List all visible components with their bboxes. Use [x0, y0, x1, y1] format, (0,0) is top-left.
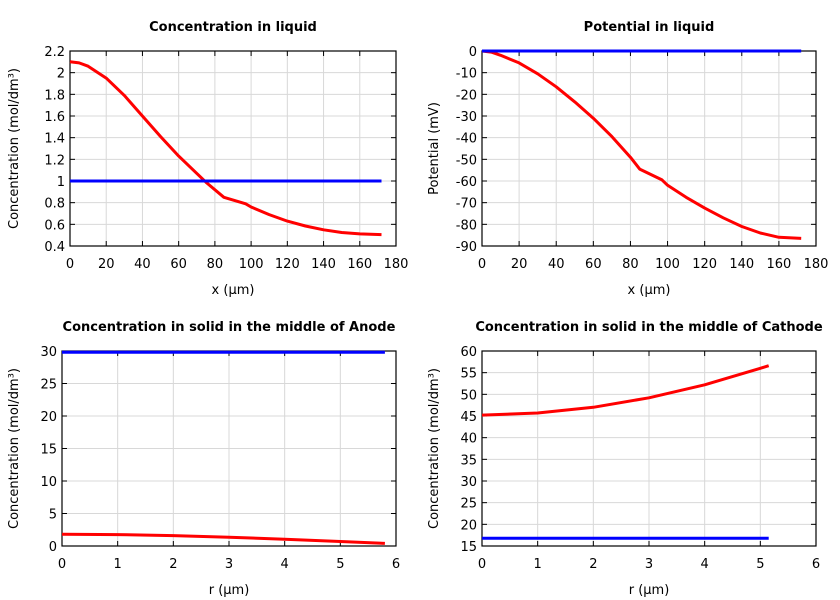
y-tick-label: 20 — [460, 518, 477, 533]
series-line-1 — [61, 532, 385, 545]
x-tick-label: 100 — [655, 257, 680, 272]
y-tick-label: 1.2 — [44, 153, 65, 168]
y-tick-label: 40 — [460, 432, 477, 447]
y-tick-label: -20 — [456, 88, 477, 103]
subplot-2: 0 20 40 60 80 100 120 140 160 180 -90 -80 -70 -60 -50 -… — [427, 20, 828, 298]
plot-frame — [481, 350, 817, 547]
x-tick-label: 3 — [645, 557, 653, 572]
plot-frame — [481, 50, 817, 247]
y-tick-label: 15 — [460, 540, 477, 555]
y-tick-label: 30 — [40, 345, 57, 360]
y-tick-label: -80 — [456, 218, 477, 233]
y-tick-label: 0.8 — [44, 197, 65, 212]
series-line-1 — [69, 60, 382, 237]
x-axis-label: r (µm) — [629, 583, 670, 598]
x-tick-label: 180 — [384, 257, 409, 272]
x-tick-label: 6 — [812, 557, 820, 572]
chart-title: Potential in liquid — [584, 20, 715, 35]
x-tick-label: 0 — [66, 257, 74, 272]
x-tick-label: 0 — [58, 557, 66, 572]
y-tick-label: 1 — [57, 175, 65, 190]
subplot-3: 0 1 2 3 4 5 6 0 5 10 15 20 25 30 Concentration in soli… — [7, 320, 400, 598]
y-tick-label: -90 — [456, 240, 477, 255]
subplot-4: 0 1 2 3 4 5 615202530354045505560Concentration… — [427, 320, 823, 598]
x-tick-label: 40 — [548, 257, 565, 272]
x-tick-label: 180 — [804, 257, 829, 272]
x-tick-label: 80 — [622, 257, 639, 272]
x-tick-label: 5 — [756, 557, 764, 572]
y-tick-label: 1.6 — [44, 110, 65, 125]
y-tick-label: 2.2 — [44, 45, 65, 60]
x-tick-label: 160 — [766, 257, 791, 272]
y-tick-label: 20 — [40, 410, 57, 425]
x-axis-label: r (µm) — [209, 583, 250, 598]
x-tick-label: 20 — [98, 257, 115, 272]
x-tick-label: 140 — [729, 257, 754, 272]
x-tick-label: 120 — [275, 257, 300, 272]
y-axis-label: Concentration (mol/dm³) — [427, 368, 442, 529]
x-tick-label: 40 — [134, 257, 151, 272]
x-tick-label: 140 — [311, 257, 336, 272]
y-tick-label: 0 — [49, 540, 57, 555]
x-axis-label: x (µm) — [628, 283, 671, 298]
x-tick-label: 1 — [114, 557, 122, 572]
y-tick-label: 0.6 — [44, 218, 65, 233]
y-tick-label: -50 — [456, 153, 477, 168]
y-tick-label: 25 — [460, 497, 477, 512]
y-tick-label: 1.4 — [44, 132, 65, 147]
y-tick-label: 45 — [460, 410, 477, 425]
x-tick-label: 1 — [534, 557, 542, 572]
y-axis-label: Concentration (mol/dm³) — [7, 368, 22, 529]
x-tick-label: 5 — [336, 557, 344, 572]
x-tick-label: 100 — [239, 257, 264, 272]
y-tick-label: 55 — [460, 367, 477, 382]
y-tick-label: 5 — [49, 508, 57, 523]
series-line-1 — [481, 49, 802, 240]
y-tick-label: -10 — [456, 67, 477, 82]
x-tick-label: 160 — [347, 257, 372, 272]
x-tick-label: 0 — [478, 557, 486, 572]
series-line-1 — [481, 364, 770, 417]
x-tick-label: 120 — [692, 257, 717, 272]
x-tick-label: 6 — [392, 557, 400, 572]
y-tick-label: 10 — [40, 475, 57, 490]
y-tick-label: 0 — [469, 45, 477, 60]
y-tick-label: -40 — [456, 132, 477, 147]
y-tick-label: -70 — [456, 197, 477, 212]
x-tick-label: 0 — [478, 257, 486, 272]
x-tick-label: 4 — [281, 557, 289, 572]
y-tick-label: 0.4 — [44, 240, 65, 255]
y-tick-label: -30 — [456, 110, 477, 125]
y-axis-label: Concentration (mol/dm³) — [7, 68, 22, 229]
x-tick-label: 60 — [170, 257, 187, 272]
x-tick-label: 80 — [207, 257, 224, 272]
x-tick-label: 60 — [585, 257, 602, 272]
chart-title: Concentration in solid in the middle of … — [475, 320, 823, 335]
plot-frame — [69, 50, 397, 247]
x-axis-label: x (µm) — [212, 283, 255, 298]
y-axis-label: Potential (mV) — [427, 102, 442, 195]
x-tick-label: 3 — [225, 557, 233, 572]
x-tick-label: 20 — [511, 257, 528, 272]
x-tick-label: 4 — [701, 557, 709, 572]
chart-title: Concentration in liquid — [149, 20, 317, 35]
y-tick-label: 60 — [460, 345, 477, 360]
x-tick-label: 2 — [589, 557, 597, 572]
y-tick-label: 50 — [460, 388, 477, 403]
y-tick-label: 30 — [460, 475, 477, 490]
y-tick-label: -60 — [456, 175, 477, 190]
y-tick-label: 15 — [40, 443, 57, 458]
subplot-1: 0 20 40 60 80 100 120 140 160 180 0.4 0.6 0.8 1 1.2 1.4… — [7, 20, 408, 298]
y-tick-label: 35 — [460, 453, 477, 468]
x-tick-label: 2 — [169, 557, 177, 572]
y-tick-label: 25 — [40, 378, 57, 393]
chart-title: Concentration in solid in the middle of … — [63, 320, 396, 335]
y-tick-label: 2 — [57, 67, 65, 82]
y-tick-label: 1.8 — [44, 88, 65, 103]
